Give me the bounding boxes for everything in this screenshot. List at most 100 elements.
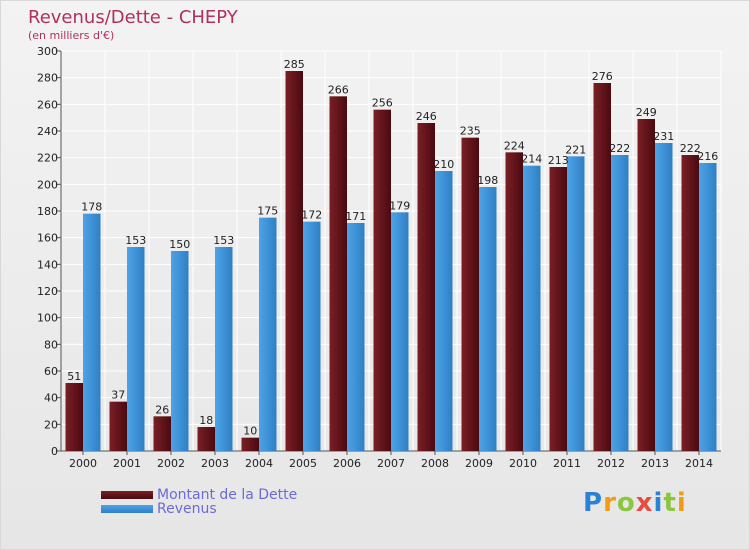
data-label-revenue: 153: [125, 234, 146, 247]
data-label-debt: 256: [372, 97, 393, 110]
bar-debt: [373, 109, 391, 452]
bar-revenue: [347, 223, 365, 451]
data-label-revenue: 150: [169, 238, 190, 251]
legend-item-debt: Montant de la Dette: [101, 487, 297, 503]
bar-debt: [549, 167, 567, 451]
y-tick-label: 300: [37, 45, 58, 58]
legend-swatch-revenue: [101, 505, 153, 513]
x-tick-label: 2013: [641, 457, 669, 470]
y-tick-label: 80: [44, 338, 58, 351]
data-label-revenue: 222: [609, 142, 630, 155]
logo-letter: i: [676, 488, 687, 518]
data-label-debt: 37: [111, 389, 125, 402]
legend-label-revenue: Revenus: [157, 501, 217, 517]
data-label-debt: 222: [680, 142, 701, 155]
x-tick-label: 2007: [377, 457, 405, 470]
logo-letter: t: [663, 488, 677, 518]
x-tick-label: 2005: [289, 457, 317, 470]
bar-debt: [681, 155, 699, 451]
bar-debt: [285, 71, 303, 451]
data-label-debt: 246: [416, 110, 437, 123]
bar-revenue: [523, 165, 541, 451]
y-tick-label: 260: [37, 98, 58, 111]
bar-revenue: [611, 155, 629, 451]
y-tick-label: 0: [51, 445, 58, 458]
y-tick-label: 140: [37, 258, 58, 271]
bar-debt: [461, 137, 479, 451]
logo-letter: i: [653, 488, 664, 518]
data-label-debt: 266: [328, 83, 349, 96]
bar-revenue: [567, 156, 585, 452]
data-label-debt: 26: [155, 403, 169, 416]
bar-debt: [637, 119, 655, 451]
bar-revenue: [215, 247, 233, 451]
y-tick-label: 100: [37, 312, 58, 325]
x-tick-label: 2000: [69, 457, 97, 470]
y-tick-label: 180: [37, 205, 58, 218]
y-tick-label: 160: [37, 232, 58, 245]
data-label-revenue: 221: [565, 143, 586, 156]
bar-debt: [505, 152, 523, 452]
bar-revenue: [83, 213, 101, 451]
bar-revenue: [259, 217, 277, 451]
chart-subtitle: (en milliers d'€): [28, 29, 115, 42]
x-tick-label: 2003: [201, 457, 229, 470]
x-tick-label: 2009: [465, 457, 493, 470]
bar-revenue: [127, 247, 145, 451]
bar-revenue: [303, 221, 321, 451]
x-tick-label: 2010: [509, 457, 537, 470]
y-tick-label: 200: [37, 178, 58, 191]
data-label-revenue: 175: [257, 205, 278, 218]
data-label-debt: 213: [548, 154, 569, 167]
y-tick-label: 120: [37, 285, 58, 298]
x-tick-label: 2006: [333, 457, 361, 470]
bar-revenue: [479, 187, 497, 451]
legend-swatch-debt: [101, 491, 153, 499]
bar-debt: [241, 437, 259, 451]
data-label-revenue: 216: [697, 150, 718, 163]
data-label-revenue: 171: [345, 210, 366, 223]
x-tick-label: 2008: [421, 457, 449, 470]
bars: [65, 71, 717, 452]
data-label-debt: 276: [592, 70, 613, 83]
y-tick-label: 60: [44, 365, 58, 378]
y-tick-label: 40: [44, 392, 58, 405]
data-label-debt: 51: [67, 370, 81, 383]
data-label-debt: 249: [636, 106, 657, 119]
proxiti-logo: Proxiti: [583, 488, 687, 518]
data-label-revenue: 172: [301, 209, 322, 222]
bar-debt: [417, 123, 435, 451]
x-tick-label: 2004: [245, 457, 273, 470]
data-label-debt: 18: [199, 414, 213, 427]
data-label-revenue: 153: [213, 234, 234, 247]
data-label-revenue: 178: [81, 201, 102, 214]
legend-item-revenue: Revenus: [101, 501, 217, 517]
bar-debt: [65, 383, 83, 451]
y-tick-label: 20: [44, 418, 58, 431]
data-label-debt: 235: [460, 125, 481, 138]
bar-revenue: [655, 143, 673, 451]
x-tick-label: 2011: [553, 457, 581, 470]
x-tick-label: 2014: [685, 457, 713, 470]
bar-revenue: [435, 171, 453, 451]
x-tick-label: 2002: [157, 457, 185, 470]
data-label-debt: 224: [504, 139, 525, 152]
chart-title: Revenus/Dette - CHEPY: [28, 7, 238, 28]
bar-debt: [153, 416, 171, 451]
bar-debt: [109, 401, 127, 451]
bar-revenue: [171, 251, 189, 451]
data-label-revenue: 210: [433, 158, 454, 171]
y-tick-label: 240: [37, 125, 58, 138]
x-tick-label: 2001: [113, 457, 141, 470]
bar-revenue: [391, 212, 409, 451]
data-label-revenue: 198: [477, 174, 498, 187]
data-label-revenue: 214: [521, 153, 542, 166]
legend-label-debt: Montant de la Dette: [157, 487, 298, 503]
logo-letter: r: [603, 488, 617, 518]
bar-revenue: [699, 163, 717, 451]
logo-letter: x: [635, 488, 654, 518]
y-tick-label: 220: [37, 152, 58, 165]
bar-debt: [197, 427, 215, 451]
